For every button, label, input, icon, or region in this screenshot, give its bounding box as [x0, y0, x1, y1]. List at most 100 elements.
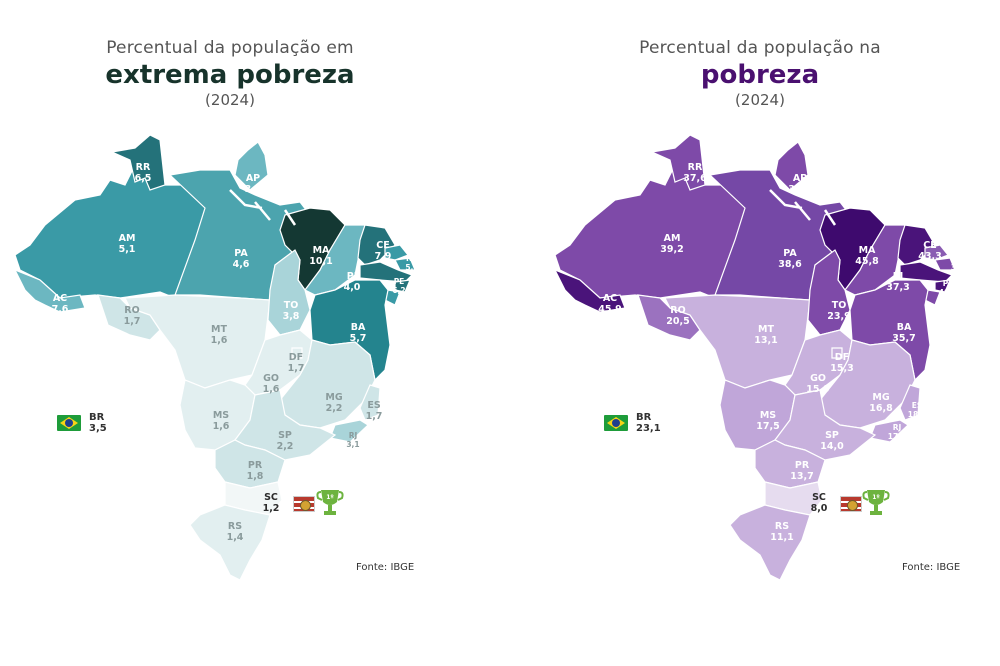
state-AC[interactable] [553, 268, 626, 313]
state-DF[interactable] [831, 347, 843, 359]
first-place-trophy-icon: 1º [862, 490, 890, 515]
label-RJ: RJ 17,9 [887, 423, 907, 441]
state-RR[interactable] [649, 134, 706, 191]
label-AL: AL 40,9 [955, 290, 975, 308]
extreme-poverty-panel: Percentual da população em extrema pobre… [0, 0, 500, 666]
label-MS: MS 1,6 [212, 410, 230, 432]
national-average-badge: BR 3,5 [57, 412, 107, 434]
national-label: BR [89, 412, 105, 423]
label-RN: RN 33,5 [950, 254, 970, 272]
state-AP[interactable] [234, 141, 269, 191]
state-RR[interactable] [109, 134, 166, 191]
label-SP: SP 14,0 [820, 430, 844, 452]
label-RO: RO 20,5 [666, 305, 690, 327]
label-PI: PI 4,0 [343, 271, 361, 293]
title-line2: extrema pobreza [105, 60, 355, 90]
label-MG: MG 16,8 [869, 392, 893, 414]
brazil-map [13, 134, 416, 581]
label-RO: RO 1,7 [123, 305, 141, 327]
label-RN: RN 5,2 [405, 254, 419, 272]
label-ES: ES 1,7 [365, 400, 383, 422]
label-MA: MA 10,1 [309, 245, 333, 267]
label-RJ: RJ 3,1 [346, 431, 360, 449]
label-CE: CE 43,3 [918, 240, 942, 262]
label-MT: MT 13,1 [754, 324, 778, 346]
label-SE: SE 4,5 [395, 305, 409, 323]
label-RS: RS 11,1 [770, 521, 794, 543]
state-PB[interactable] [394, 257, 416, 271]
title-line2: pobreza [700, 60, 820, 90]
title-year: (2024) [735, 91, 785, 109]
label-PA: PA 4,6 [232, 248, 250, 270]
title-year: (2024) [205, 91, 255, 109]
label-AM: AM 5,1 [118, 233, 136, 255]
label-AP: AP 3,9 [244, 173, 262, 195]
label-MG: MG 2,2 [325, 392, 343, 414]
label-SC: SC 1,2 [262, 492, 280, 514]
label-BA: BA 5,7 [349, 322, 367, 344]
label-DF: DF 1,7 [287, 352, 305, 374]
label-DF: DF 15,3 [830, 352, 854, 374]
label-AL: AL 6,8 [410, 291, 424, 309]
state-PR[interactable] [214, 439, 286, 489]
state-RS[interactable] [189, 504, 271, 581]
title-line1: Percentual da população em [106, 38, 354, 58]
state-PB[interactable] [934, 257, 956, 271]
santa-catarina-flag-icon [293, 496, 315, 512]
svg-text:1º: 1º [872, 494, 880, 501]
label-ES: ES 18,6 [907, 401, 927, 419]
label-TO: TO 3,8 [282, 300, 300, 322]
state-RN[interactable] [384, 244, 409, 261]
brazil-map [553, 134, 956, 581]
label-CE: CE 7,9 [374, 240, 392, 262]
santa-catarina-flag-icon [840, 496, 862, 512]
label-PR: PR 1,8 [246, 460, 264, 482]
label-PR: PR 13,7 [790, 460, 814, 482]
title-line1: Percentual da população na [639, 38, 881, 58]
state-CE[interactable] [897, 224, 936, 266]
state-AL[interactable] [394, 279, 411, 293]
state-CE[interactable] [357, 224, 396, 266]
label-MT: MT 1,6 [210, 324, 228, 346]
label-PB: PB 38,3 [960, 266, 980, 284]
title-block: Percentual da população em extrema pobre… [0, 38, 470, 109]
label-SP: SP 2,2 [276, 430, 294, 452]
svg-text:1º: 1º [326, 494, 334, 501]
label-AC: AC 45,9 [598, 293, 622, 315]
state-DF[interactable] [291, 347, 303, 359]
label-PI: PI 37,3 [886, 271, 910, 293]
label-RR: RR 37,6 [683, 162, 707, 184]
first-place-trophy-icon: 1º [316, 490, 344, 515]
label-MS: MS 17,5 [756, 410, 780, 432]
label-SE: SE 36,4 [938, 301, 958, 319]
label-AP: AP 35,8 [788, 173, 812, 195]
label-SC: SC 8,0 [810, 492, 828, 514]
state-PE[interactable] [359, 261, 414, 283]
label-PB: PB 4,7 [419, 265, 433, 283]
state-ES[interactable] [359, 384, 381, 421]
state-PR[interactable] [754, 439, 826, 489]
brazil-flag-icon [604, 415, 628, 431]
state-PE[interactable] [899, 261, 954, 283]
label-RR: RR 6,5 [134, 162, 152, 184]
source-label: Fonte: IBGE [356, 562, 415, 573]
national-value: 3,5 [89, 423, 107, 434]
poverty-panel: Percentual da população na pobreza (2024… [540, 0, 1000, 666]
state-AP[interactable] [774, 141, 809, 191]
state-AL[interactable] [934, 279, 951, 293]
source-label: Fonte: IBGE [902, 562, 961, 573]
brazil-flag-icon [57, 415, 81, 431]
label-MA: MA 45,8 [855, 245, 879, 267]
state-RS[interactable] [729, 504, 811, 581]
state-ES[interactable] [899, 384, 921, 421]
label-PE: PE 6,2 [392, 277, 406, 295]
national-value: 23,1 [636, 423, 661, 434]
national-label: BR [636, 412, 652, 423]
national-average-badge: BR 23,1 [604, 412, 661, 434]
label-GO: GO 15,9 [806, 373, 830, 395]
title-block: Percentual da população na pobreza (2024… [520, 38, 1000, 109]
label-PE: PE 40,2 [938, 279, 958, 297]
state-RN[interactable] [924, 244, 949, 261]
state-AC[interactable] [13, 268, 86, 313]
label-TO: TO 23,9 [827, 300, 851, 322]
